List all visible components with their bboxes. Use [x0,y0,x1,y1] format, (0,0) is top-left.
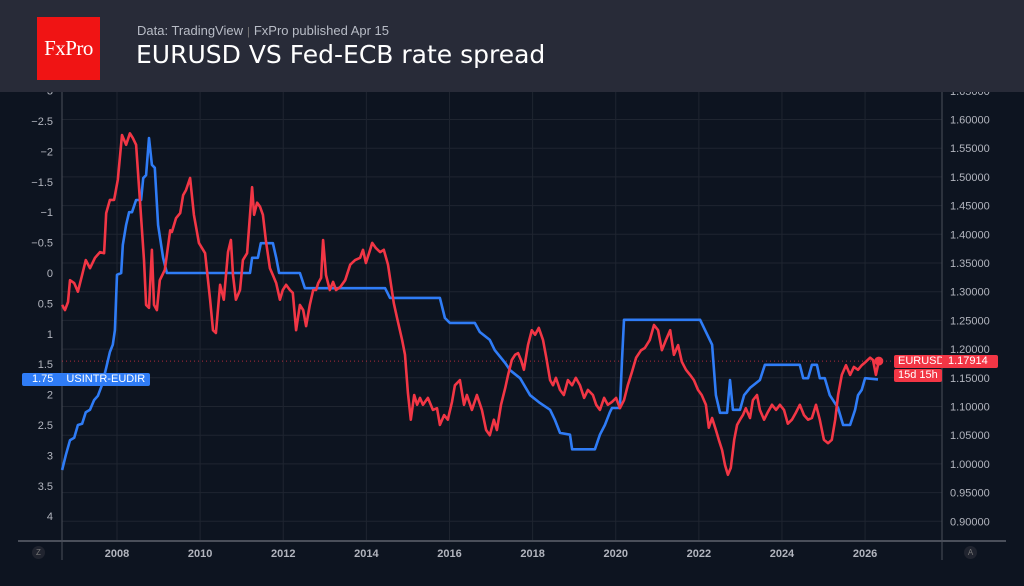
right-axis-tick-label: 0.90000 [950,516,990,528]
left-axis-tick-label: 2 [47,390,53,402]
left-axis-tick-label: 3 [47,450,53,462]
bar-countdown: 15d 15h [894,369,942,382]
data-source: Data: TradingView [137,23,243,38]
x-axis-tick-label: 2014 [354,548,379,560]
spread-series-line [60,136,879,471]
x-axis-tick-label: 2024 [770,548,795,560]
left-axis-tick-label: 3.5 [38,481,53,493]
eurusd-series-line [60,132,881,477]
right-axis-tick-label: 1.05000 [950,430,990,442]
left-axis-tick-label: 4 [47,511,53,523]
right-axis-tick-label: 1.40000 [950,229,990,241]
zoom-reset-button[interactable]: Z [32,546,45,559]
right-axis-tick-label: 1.55000 [950,143,990,155]
left-axis-tick-label: 1.5 [38,359,53,371]
x-axis-tick-label: 2010 [188,548,212,560]
chart-title: EURUSD VS Fed-ECB rate spread [136,40,546,69]
right-axis-tick-label: 1.35000 [950,258,990,270]
left-axis-tick-label: −3 [40,92,53,98]
auto-scale-button[interactable]: A [964,546,977,559]
right-axis-tick-label: 1.00000 [950,459,990,471]
left-axis-tick-label: 0 [47,268,53,280]
left-axis-tick-label: −0.5 [31,238,53,250]
right-axis-tick-label: 1.30000 [950,287,990,299]
right-axis-tick-label: 1.50000 [950,172,990,184]
left-axis-tick-label: 0.5 [38,298,53,310]
eurusd-last-value-tag: 1.17914 [942,355,998,368]
x-axis-tick-label: 2012 [271,548,295,560]
left-axis-tick-label: −2 [40,146,53,158]
left-axis-tick-label: −2.5 [31,116,53,128]
x-axis-tick-label: 2018 [520,548,544,560]
left-axis-tick-label: −1.5 [31,177,53,189]
spread-series-name: USINTR-EUDIR [66,373,146,385]
x-axis-tick-label: 2008 [105,548,129,560]
left-axis-tick-label: 1 [47,329,53,341]
right-axis-tick-label: 0.95000 [950,488,990,500]
right-axis-tick-label: 1.10000 [950,402,990,414]
x-axis-tick-label: 2020 [603,548,627,560]
fxpro-logo: FxPro [37,17,100,80]
right-axis-tick-label: 1.45000 [950,201,990,213]
right-axis-tick-label: 1.25000 [950,315,990,327]
separator: | [247,26,250,38]
publisher-info: FxPro published Apr 15 [253,23,389,38]
chart-subtitle: Data: TradingView | FxPro published Apr 15 [137,23,389,38]
x-axis-tick-label: 2022 [687,548,711,560]
eurusd-series-name: EURUSD [894,355,949,368]
eurusd-last-value: 1.17914 [948,355,988,367]
right-axis-tick-label: 1.15000 [950,373,990,385]
x-axis-tick-label: 2016 [437,548,461,560]
chart-header: FxPro Data: TradingView | FxPro published … [0,0,1024,92]
eurusd-last-point [874,356,884,366]
right-axis-tick-label: 1.20000 [950,344,990,356]
spread-last-value-tag: 1.75 USINTR-EUDIR [22,373,151,386]
right-axis-tick-label: 1.60000 [950,115,990,127]
right-axis-tick-label: 1.65000 [950,92,990,98]
x-axis-tick-label: 2026 [853,548,877,560]
left-axis-tick-label: −1 [40,207,53,219]
spread-last-value: 1.75 [32,373,54,385]
left-axis-tick-label: 2.5 [38,420,53,432]
chart-area: 1.65000 1.60000 1.55000 1.50000 1.45000 1.400… [18,92,1006,560]
